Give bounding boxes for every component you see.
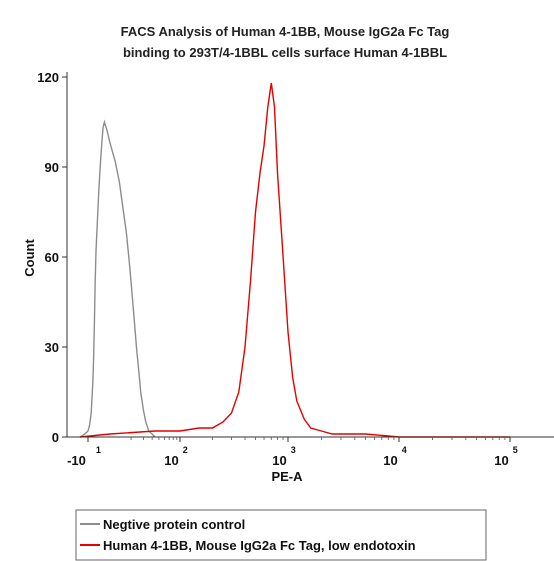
x-tick-label-4: 104	[383, 445, 406, 468]
legend: Negtive protein control Human 4-1BB, Mous…	[75, 509, 487, 561]
legend-label-1: Negtive protein control	[103, 517, 245, 532]
y-tick-label-90: 90	[45, 160, 59, 175]
y-tick-label-60: 60	[45, 250, 59, 265]
y-tick-label-120: 120	[37, 70, 59, 85]
chart-title-line1: FACS Analysis of Human 4-1BB, Mouse IgG2…	[121, 24, 450, 39]
legend-label-2: Human 4-1BB, Mouse IgG2a Fc Tag, low end…	[103, 538, 416, 553]
y-axis-label: Count	[22, 239, 37, 277]
chart-title-line2: binding to 293T/4-1BBL cells surface Hum…	[123, 45, 447, 60]
x-tick-label-2: 102	[164, 445, 187, 468]
x-axis-label: PE-A	[271, 469, 303, 484]
series-line-2	[79, 82, 510, 438]
x-tick-label-3: 103	[272, 445, 295, 468]
plot-area	[79, 82, 510, 438]
legend-box	[75, 509, 487, 561]
y-tick-label-30: 30	[45, 340, 59, 355]
axes: 0 30 60 90 120 -101 102 103 104 105	[37, 70, 554, 468]
series-line-1	[79, 119, 156, 438]
y-tick-label-0: 0	[52, 430, 59, 445]
x-tick-label-1: -101	[67, 445, 101, 468]
x-tick-label-5: 105	[494, 445, 517, 468]
